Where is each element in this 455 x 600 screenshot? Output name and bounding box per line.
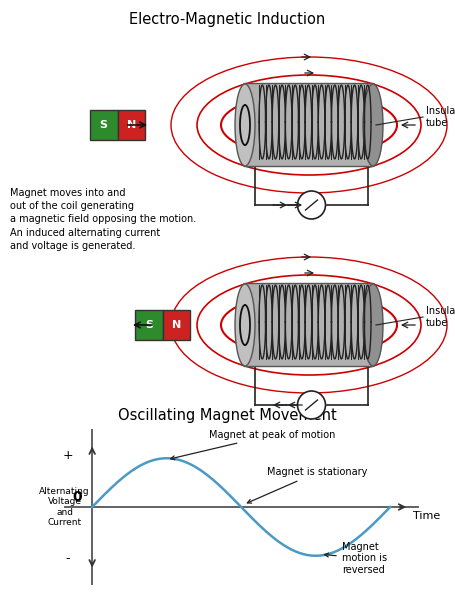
Text: 0: 0 — [72, 490, 82, 503]
FancyBboxPatch shape — [90, 110, 117, 140]
Text: N: N — [172, 320, 181, 330]
Text: Oscillating Magnet Movement: Oscillating Magnet Movement — [118, 408, 336, 423]
FancyBboxPatch shape — [117, 110, 145, 140]
Ellipse shape — [235, 284, 255, 366]
Text: Magnet moves into and
out of the coil generating
a magnetic field opposing the m: Magnet moves into and out of the coil ge… — [10, 188, 196, 224]
Text: S: S — [100, 120, 108, 130]
Text: Alternating
Voltage
and
Current: Alternating Voltage and Current — [39, 487, 90, 527]
Text: Magnet is stationary: Magnet is stationary — [248, 467, 368, 503]
Text: Insulated
tube: Insulated tube — [426, 306, 455, 328]
Circle shape — [298, 391, 325, 419]
Ellipse shape — [363, 284, 383, 366]
Circle shape — [298, 191, 325, 219]
Text: Magnet at peak of motion: Magnet at peak of motion — [171, 430, 336, 460]
Text: Magnet
motion is
reversed: Magnet motion is reversed — [324, 542, 387, 575]
FancyBboxPatch shape — [162, 310, 190, 340]
Text: Time: Time — [413, 511, 440, 521]
Text: -: - — [65, 551, 70, 565]
Text: S: S — [145, 320, 153, 330]
Text: Electro-Magnetic Induction: Electro-Magnetic Induction — [129, 12, 325, 27]
FancyBboxPatch shape — [243, 283, 374, 367]
Ellipse shape — [363, 84, 383, 166]
Text: +: + — [62, 449, 73, 463]
Ellipse shape — [235, 84, 255, 166]
FancyBboxPatch shape — [135, 310, 162, 340]
Text: N: N — [126, 120, 136, 130]
Text: Insulated
tube: Insulated tube — [426, 106, 455, 128]
FancyBboxPatch shape — [243, 83, 374, 166]
Text: An induced alternating current
and voltage is generated.: An induced alternating current and volta… — [10, 228, 160, 251]
